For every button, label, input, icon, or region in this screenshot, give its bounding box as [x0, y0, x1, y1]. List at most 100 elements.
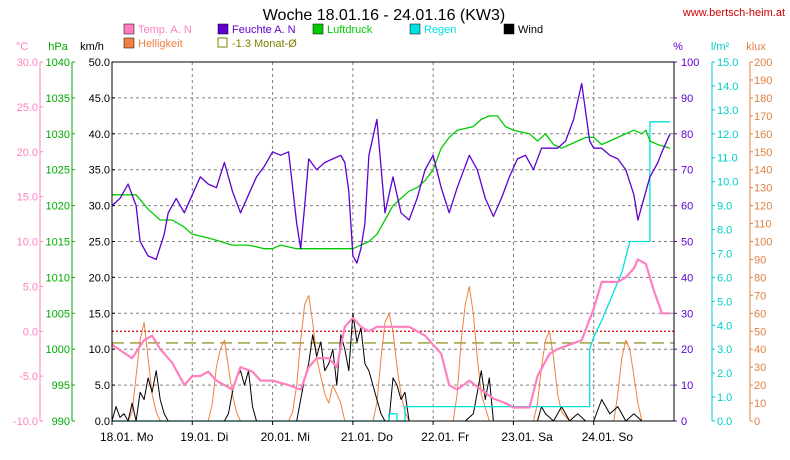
legend-swatch	[217, 37, 228, 48]
legend-label: Feuchte A. N	[232, 24, 296, 36]
bright-tick-label: 0	[754, 416, 760, 428]
bright-tick-label: 120	[754, 201, 772, 213]
legend-item-temp: Temp. A. N	[123, 23, 192, 36]
rain-tick-label: 0.0	[717, 416, 732, 428]
temp-tick-label: 30.0	[17, 57, 38, 69]
hum-tick-label: 20	[681, 344, 693, 356]
bright-tick-label: 150	[754, 147, 772, 159]
bright-tick-label: 110	[754, 219, 772, 231]
hum-tick-label: 10	[681, 380, 693, 392]
legend-label: Helligkeit	[138, 38, 183, 50]
rain-tick-label: 6.0	[717, 272, 732, 284]
rain-tick-label: 14.0	[717, 81, 738, 93]
bright-tick-label: 180	[754, 93, 772, 105]
day-labels: 18.01. Mo 19.01. Di 20.01. Mi 21.01. Do 22.0…	[100, 421, 633, 444]
series-line-press	[112, 115, 671, 250]
wind-tick-label: 20.0	[89, 272, 110, 284]
bright-tick-label: 130	[754, 183, 772, 195]
series-line-bright	[112, 285, 670, 422]
legend-item-rain: Regen	[409, 23, 456, 36]
rain-tick-label: 1.0	[717, 392, 732, 404]
hum-tick-label: 50	[681, 237, 693, 249]
legend-swatch	[123, 23, 135, 35]
series-line-temp	[111, 258, 670, 409]
legend-item-wind: Wind	[503, 23, 543, 36]
bright-tick-label: 40	[754, 344, 766, 356]
series	[111, 82, 671, 422]
bright-tick-label: 100	[754, 237, 772, 249]
rain-tick-label: 12.0	[717, 129, 738, 141]
wind-tick-label: 30.0	[89, 201, 110, 213]
temp-tick-label: 15.0	[17, 192, 38, 204]
press-tick-label: 1035	[46, 93, 70, 105]
hum-tick-label: 70	[681, 165, 693, 177]
press-tick-label: 1030	[46, 129, 70, 141]
bright-tick-label: 60	[754, 308, 766, 320]
temp-unit-label: °C	[16, 41, 28, 53]
hum-tick-label: 80	[681, 129, 693, 141]
bright-tick-label: 140	[754, 165, 772, 177]
press-unit-label: hPa	[48, 41, 68, 53]
rain-tick-label: 7.0	[717, 248, 732, 260]
rain-tick-label: 10.0	[717, 177, 738, 189]
legend-swatch	[409, 23, 421, 35]
press-tick-label: 1000	[46, 344, 70, 356]
rain-tick-label: 11.0	[717, 153, 738, 165]
bright-tick-label: 70	[754, 290, 766, 302]
press-tick-label: 990	[52, 416, 70, 428]
rain-tick-label: 9.0	[717, 201, 732, 213]
legend-label: Temp. A. N	[138, 24, 192, 36]
press-tick-label: 1020	[46, 201, 70, 213]
bright-tick-label: 80	[754, 272, 766, 284]
legend-item-bright: Helligkeit	[123, 37, 183, 50]
rain-tick-label: 4.0	[717, 320, 732, 332]
day-label: 22.01. Fr	[421, 430, 469, 444]
chart-title: Woche 18.01.16 - 24.01.16 (KW3)	[263, 7, 506, 24]
rain-tick-label: 3.0	[717, 344, 732, 356]
plot-frame	[111, 61, 675, 422]
legend: Temp. A. N Feuchte A. N Luftdruck Regen Wind…	[123, 23, 543, 50]
rain-tick-label: 5.0	[717, 296, 732, 308]
wind-tick-label: 40.0	[89, 129, 110, 141]
press-tick-label: 1040	[46, 57, 70, 69]
temp-tick-label: 25.0	[17, 102, 38, 114]
temp-tick-label: 0.0	[23, 326, 38, 338]
hum-tick-label: 0	[681, 416, 687, 428]
axes: -10.0 -5.0 0.0 5.0 10.0 15.0 20.0 25.0 30.0 990 99…	[13, 57, 772, 428]
axis-units: °C hPa km/h% l/m² klux	[16, 41, 766, 53]
wind-tick-label: 10.0	[89, 344, 110, 356]
hum-unit-label: %	[673, 41, 683, 53]
rain-tick-label: 15.0	[717, 57, 738, 69]
wind-tick-label: 50.0	[89, 57, 110, 69]
legend-label: -1.3 Monat-Ø	[232, 38, 297, 50]
legend-swatch	[312, 23, 324, 35]
temp-tick-label: -5.0	[19, 371, 38, 383]
day-label: 23.01. Sa	[501, 430, 553, 444]
hum-tick-label: 30	[681, 308, 693, 320]
wind-tick-label: 5.0	[95, 380, 110, 392]
hum-tick-label: 90	[681, 93, 693, 105]
legend-swatch	[503, 23, 515, 35]
series-line-hum	[111, 82, 671, 264]
press-tick-label: 1025	[46, 165, 70, 177]
legend-item-press: Luftdruck	[312, 23, 373, 36]
hum-tick-label: 60	[681, 201, 693, 213]
legend-label: Wind	[518, 24, 543, 36]
hum-tick-label: 100	[681, 57, 699, 69]
day-label: 24.01. So	[582, 430, 634, 444]
day-label: 20.01. Mi	[261, 430, 310, 444]
wind-tick-label: 45.0	[89, 93, 110, 105]
legend-item-avg: -1.3 Monat-Ø	[217, 37, 297, 50]
legend-label: Regen	[424, 24, 456, 36]
press-tick-label: 1015	[46, 237, 70, 249]
rain-tick-label: 8.0	[717, 225, 732, 237]
press-tick-label: 1010	[46, 272, 70, 284]
series-line-rain	[112, 121, 670, 422]
bright-tick-label: 10	[754, 398, 766, 410]
rain-unit-label: l/m²	[711, 41, 730, 53]
bright-tick-label: 90	[754, 254, 766, 266]
bright-tick-label: 200	[754, 57, 772, 69]
press-tick-label: 1005	[46, 308, 70, 320]
day-label: 21.01. Do	[341, 430, 393, 444]
